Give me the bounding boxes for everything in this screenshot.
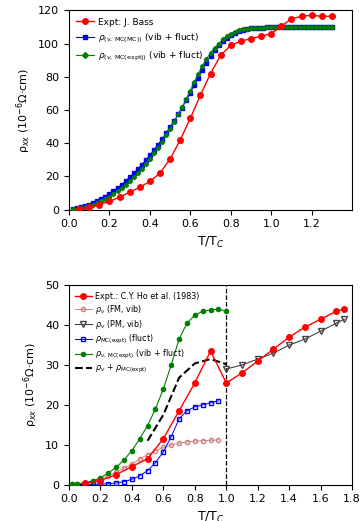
X-axis label: T/T$_C$: T/T$_C$ (197, 235, 224, 250)
Legend: Expt.: C.Y. Ho et al. (1983), $\rho_v$ (FM, vib), $\rho_v$ (PM, vib), $\rho_{\ma: Expt.: C.Y. Ho et al. (1983), $\rho_v$ (… (73, 289, 201, 378)
X-axis label: T/T$_C$: T/T$_C$ (197, 510, 224, 521)
Legend: Expt: J. Bass, $\rho_{(v,\,\mathrm{MC(MC)})}$ (vib + fluct), $\rho_{(v,\,\mathrm: Expt: J. Bass, $\rho_{(v,\,\mathrm{MC(MC… (73, 15, 206, 65)
Y-axis label: ρ$_{xx}$ (10$^{-6}$Ω·cm): ρ$_{xx}$ (10$^{-6}$Ω·cm) (14, 68, 33, 153)
Y-axis label: ρ$_{xx}$ (10$^{-6}$Ω·cm): ρ$_{xx}$ (10$^{-6}$Ω·cm) (21, 342, 40, 427)
